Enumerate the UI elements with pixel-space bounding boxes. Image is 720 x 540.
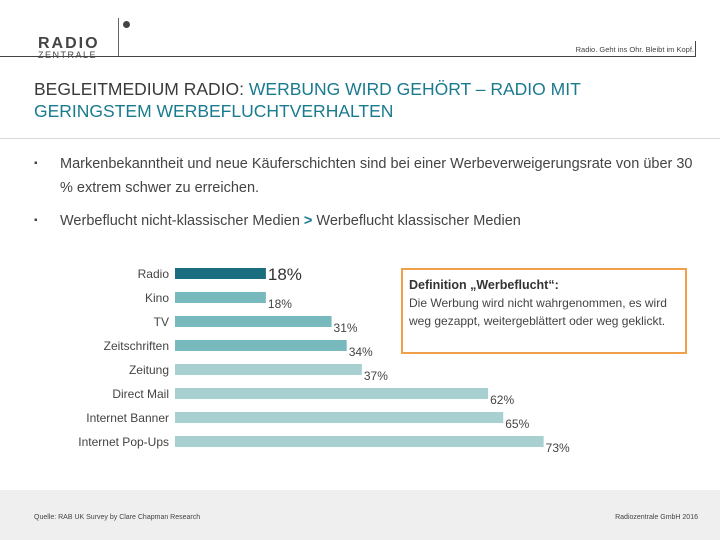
bar — [175, 340, 347, 351]
bullet-comparison-operator: > — [303, 213, 313, 229]
definition-body: Die Werbung wird nicht wahrgenommen, es … — [409, 296, 667, 328]
radiozentrale-logo: RADIO ZENTRALE — [34, 18, 144, 60]
copyright-note: Radiozentrale GmbH 2016 — [615, 514, 698, 521]
slide-title-prefix: BEGLEITMEDIUM RADIO: — [34, 79, 249, 99]
logo-dot-icon — [123, 21, 130, 28]
bullet-text: Markenbekanntheit und neue Käuferschicht… — [60, 156, 693, 196]
value-label: 73% — [546, 441, 570, 455]
value-label: 34% — [349, 345, 373, 359]
footer-band — [0, 490, 720, 540]
bullet-text-part-b: Werbeflucht klassischer Medien — [312, 213, 521, 229]
category-label: Direct Mail — [112, 387, 169, 401]
header-tagline: Radio. Geht ins Ohr. Bleibt im Kopf. — [575, 45, 694, 54]
bar — [175, 412, 504, 423]
bar — [175, 268, 266, 279]
category-label: TV — [154, 315, 169, 329]
header-rule-tick — [695, 41, 696, 57]
bar — [175, 292, 266, 303]
werbeflucht-bar-chart: Radio 18% Kino 18% TV 31% Zeitschriften 34% Zeit… — [78, 265, 570, 455]
logo-divider — [118, 18, 119, 56]
value-label: 62% — [490, 393, 514, 407]
bar — [175, 388, 489, 399]
bullet-text: Werbeflucht nicht-klassischer Medien > W… — [60, 209, 700, 233]
slide-title-accent: WERBUNG WIRD GEHÖRT – RADIO MIT GERINGST… — [34, 79, 581, 121]
header-rule — [0, 56, 696, 57]
value-label: 31% — [334, 321, 358, 335]
source-note: Quelle: RAB UK Survey by Clare Chapman R… — [34, 514, 201, 521]
category-label: Zeitung — [129, 363, 169, 377]
value-label: 37% — [364, 369, 388, 383]
title-divider — [0, 138, 720, 139]
logo-wordmark-zentrale: ZENTRALE — [38, 50, 98, 60]
category-label: Kino — [145, 291, 169, 305]
definition-heading: Definition „Werbeflucht“: — [409, 278, 559, 292]
bar — [175, 436, 544, 447]
bullet-mark: ▪ — [34, 215, 38, 226]
bar — [175, 316, 332, 327]
slide-title: BEGLEITMEDIUM RADIO: WERBUNG WIRD GEHÖRT… — [34, 78, 694, 122]
value-label: 65% — [505, 417, 529, 431]
logo-wordmark-radio: RADIO — [38, 35, 100, 52]
category-label: Zeitschriften — [104, 339, 169, 353]
category-label: Radio — [138, 267, 170, 281]
value-label: 18% — [268, 265, 302, 284]
bar — [175, 364, 362, 375]
bullet-mark: ▪ — [34, 158, 38, 169]
definition-box: Definition „Werbeflucht“: Die Werbung wi… — [401, 268, 687, 354]
bullet-text-part-a: Werbeflucht nicht-klassischer Medien — [60, 213, 304, 229]
category-label: Internet Pop-Ups — [78, 435, 169, 449]
value-label: 18% — [268, 297, 292, 311]
category-label: Internet Banner — [86, 411, 169, 425]
